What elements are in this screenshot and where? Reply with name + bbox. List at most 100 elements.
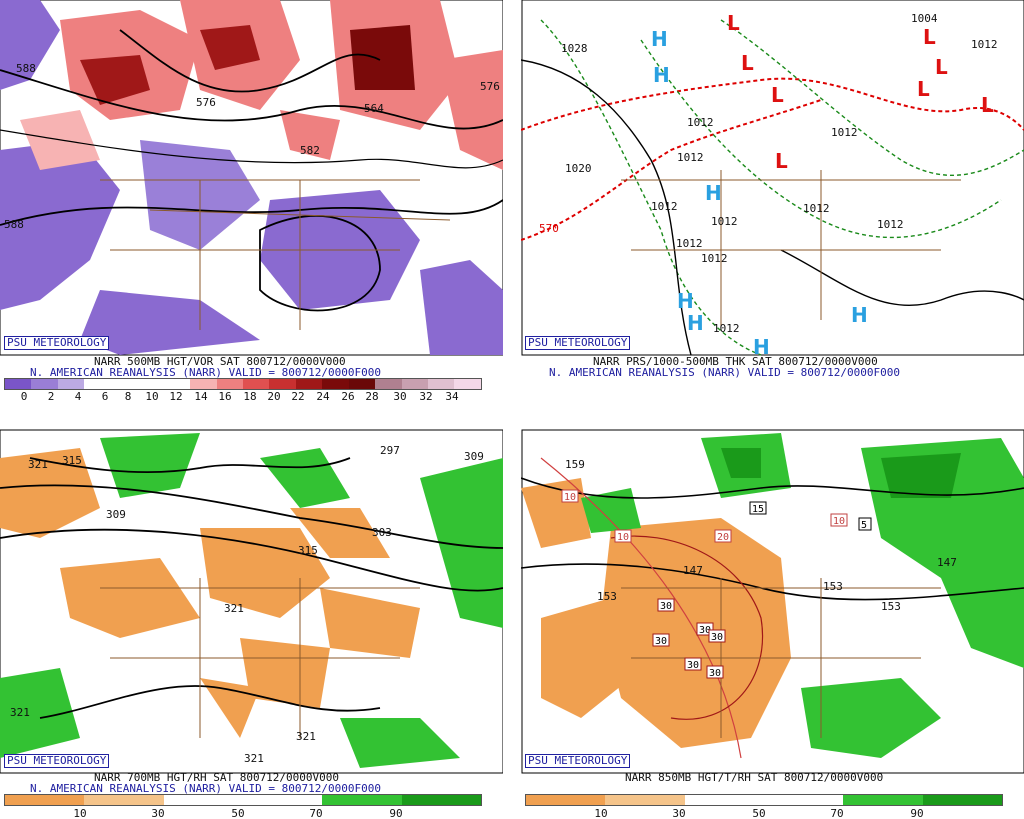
high-pressure-marker: H	[677, 289, 694, 313]
tick: 10	[594, 807, 608, 819]
height-label: 315	[298, 544, 318, 557]
isobar-label: 1028	[561, 42, 588, 55]
tick: 90	[910, 807, 924, 819]
height-label: 321	[28, 458, 48, 471]
temperature-label: 30	[655, 636, 667, 647]
tick: 10	[73, 807, 87, 819]
tick: 16	[218, 390, 232, 402]
height-label: 153	[823, 580, 843, 593]
tick: 10	[145, 390, 159, 402]
isobar-label: 1004	[911, 12, 938, 25]
high-pressure-marker: H	[753, 335, 770, 359]
tick: 8	[124, 390, 132, 402]
low-pressure-marker: L	[935, 55, 948, 79]
temperature-label: 15	[752, 504, 764, 515]
height-label: 321	[244, 752, 264, 765]
isobar-label: 1012	[831, 126, 858, 139]
tick: 32	[419, 390, 433, 402]
height-label: 297	[380, 444, 400, 457]
psu-meteorology-badge: PSU METEOROLOGY	[525, 754, 631, 768]
panel-subtitle: N. AMERICAN REANALYSIS (NARR) VALID = 80…	[30, 366, 381, 379]
panel-subtitle: N. AMERICAN REANALYSIS (NARR) VALID = 80…	[549, 366, 900, 379]
low-pressure-marker: L	[727, 11, 740, 35]
high-pressure-marker: H	[651, 27, 668, 51]
tick: 14	[194, 390, 208, 402]
vorticity-colorbar	[4, 378, 482, 390]
tick: 20	[267, 390, 281, 402]
temperature-label: 5	[861, 520, 867, 531]
tick: 2	[47, 390, 55, 402]
psu-meteorology-badge: PSU METEOROLOGY	[4, 336, 110, 350]
temperature-label: 30	[699, 625, 711, 636]
panel-850mb-temp-rh: 159 153 147 153 147 153 15 10 10 20 10 5…	[521, 418, 1024, 819]
isobar-label: 1012	[676, 237, 703, 250]
height-labels: 321 315 309 303 297 309 315 321 321 321 …	[10, 444, 484, 765]
height-labels: 159 153 147 153 147 153	[565, 458, 957, 613]
high-pressure-marker: H	[705, 181, 722, 205]
height-label: 159	[565, 458, 585, 471]
low-pressure-marker: L	[771, 83, 784, 107]
temperature-label: 30	[709, 668, 721, 679]
tick: 30	[672, 807, 686, 819]
high-pressure-marker: H	[653, 63, 670, 87]
tick: 30	[393, 390, 407, 402]
panel-700mb-rh: 321 315 309 303 297 309 315 321 321 321 …	[0, 418, 503, 819]
tick: 18	[243, 390, 257, 402]
temperature-label: 10	[617, 532, 629, 543]
isobar-label: 1012	[687, 116, 714, 129]
psu-meteorology-badge: PSU METEOROLOGY	[525, 336, 631, 350]
thickness-label: 570	[539, 222, 559, 235]
contour-label: 582	[300, 144, 320, 157]
tick: 28	[365, 390, 379, 402]
isobar-label: 1020	[565, 162, 592, 175]
panel-title: NARR 850MB HGT/T/RH SAT 800712/0000V000	[625, 771, 884, 784]
height-label: 153	[597, 590, 617, 603]
isobar-label: 1012	[701, 252, 728, 265]
contour-label: 588	[4, 218, 24, 231]
temperature-label: 30	[687, 660, 699, 671]
tick: 24	[316, 390, 330, 402]
tick: 90	[389, 807, 403, 819]
tick: 30	[151, 807, 165, 819]
isobar-label: 1012	[677, 151, 704, 164]
tick: 70	[830, 807, 844, 819]
contour-labels: 588 576 564 576 588 582	[4, 62, 500, 231]
temperature-label: 30	[711, 632, 723, 643]
tick: 12	[169, 390, 183, 402]
height-label: 153	[881, 600, 901, 613]
panel-title: NARR 700MB HGT/RH SAT 800712/0000V000	[94, 771, 340, 784]
height-label: 321	[10, 706, 30, 719]
temperature-label: 30	[660, 601, 672, 612]
contour-label: 564	[364, 102, 384, 115]
vorticity-colorbar-ticks: 0 2 4 6 8 10 12 14 16 18 20 22 24 26 28 …	[4, 390, 480, 402]
rh-colorbar-ticks: 10 30 50 70 90	[4, 807, 480, 819]
isobar-label: 1012	[877, 218, 904, 231]
panel-title: NARR 500MB HGT/VOR SAT 800712/0000V000	[94, 355, 346, 368]
pressure-labels: 1028 1012 1012 1012 1012 1020 1012 1012 …	[539, 12, 998, 335]
height-label: 147	[937, 556, 957, 569]
panel-subtitle: N. AMERICAN REANALYSIS (NARR) VALID = 80…	[30, 782, 381, 795]
contour-label: 576	[196, 96, 216, 109]
tick: 6	[101, 390, 109, 402]
panel-pressure-thickness: 1028 1012 1012 1012 1012 1020 1012 1012 …	[521, 0, 1024, 402]
rh-colorbar	[525, 794, 1003, 806]
temperature-label: 20	[717, 532, 729, 543]
map-500mb: 588 576 564 576 588 582	[0, 0, 503, 356]
height-label: 147	[683, 564, 703, 577]
low-pressure-marker: L	[775, 149, 788, 173]
rh-colorbar-ticks: 10 30 50 70 90	[525, 807, 1001, 819]
tick: 50	[752, 807, 766, 819]
panel-title: NARR PRS/1000-500MB THK SAT 800712/0000V…	[593, 355, 878, 368]
isobar-label: 1012	[971, 38, 998, 51]
low-pressure-marker: L	[917, 77, 930, 101]
contour-label: 588	[16, 62, 36, 75]
tick: 34	[445, 390, 459, 402]
psu-meteorology-badge: PSU METEOROLOGY	[4, 754, 110, 768]
panel-500mb-vorticity: 588 576 564 576 588 582 PSU METEOROLOGY …	[0, 0, 503, 402]
isobar-label: 1012	[651, 200, 678, 213]
map-850mb: 159 153 147 153 147 153 15 10 10 20 10 5…	[521, 429, 1024, 774]
low-pressure-marker: L	[981, 93, 994, 117]
temperature-label: 10	[564, 492, 576, 503]
low-pressure-marker: L	[923, 25, 936, 49]
high-pressure-marker: H	[687, 311, 704, 335]
